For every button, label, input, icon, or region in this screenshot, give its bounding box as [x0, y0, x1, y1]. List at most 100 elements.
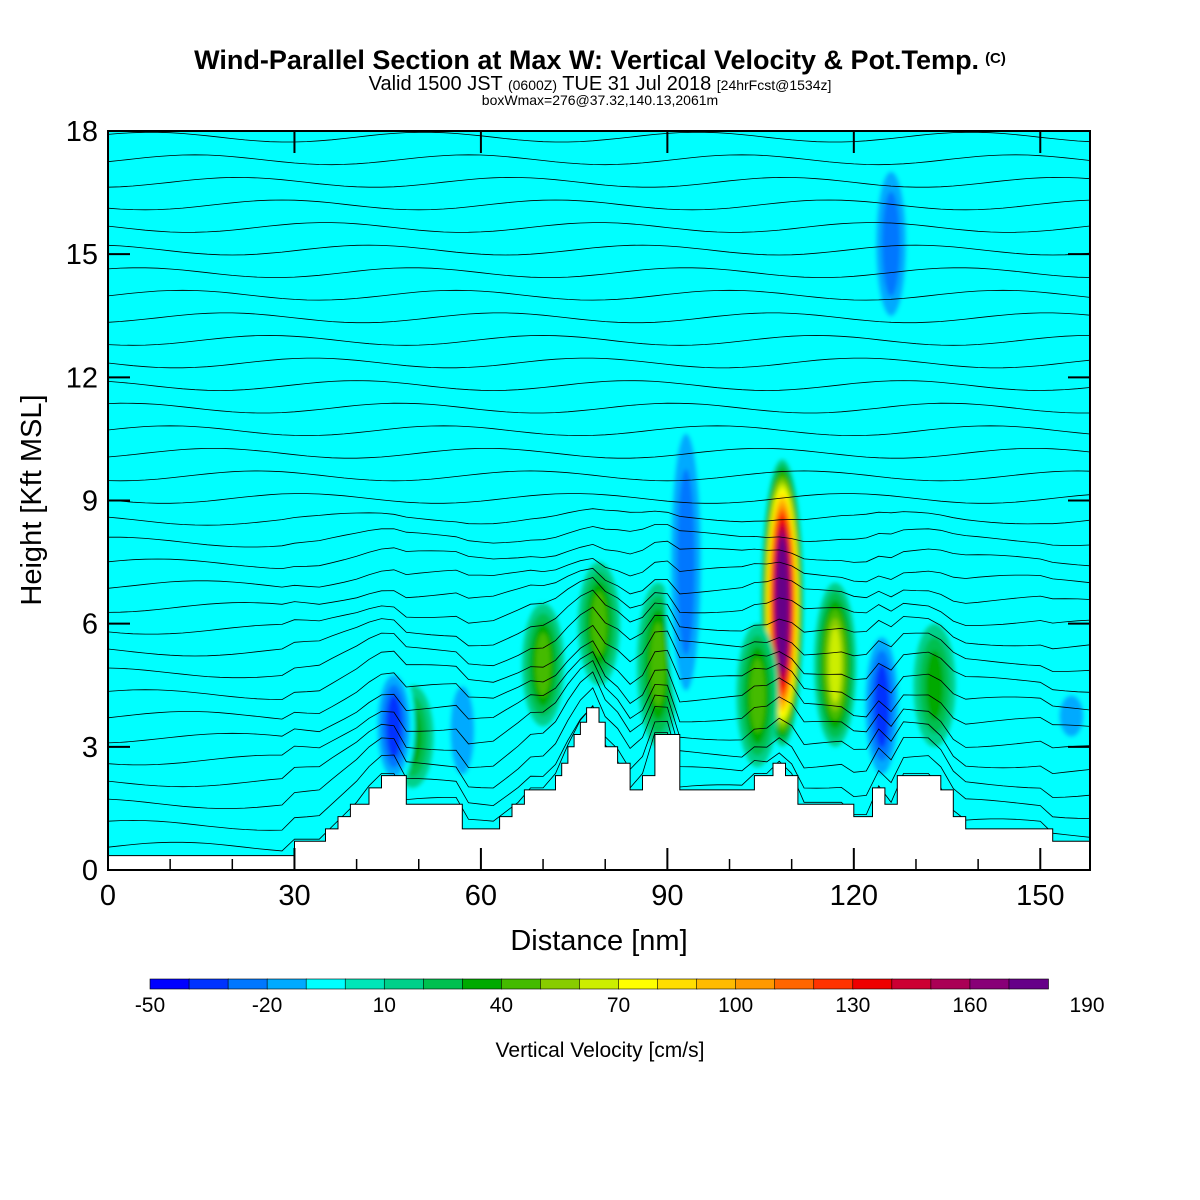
- theta-contour-line: [108, 199, 1090, 211]
- x-tick-labels: 0 30 60 90 120 150: [100, 880, 1065, 912]
- colorbar-tick-label: 160: [952, 994, 987, 1017]
- theta-contour-line: [108, 470, 1090, 482]
- colorbar-swatch: [462, 978, 503, 990]
- velocity-cell: [450, 686, 475, 775]
- colorbar-swatch: [305, 978, 347, 990]
- colorbar: [149, 978, 1049, 990]
- theta-contour-line: [108, 589, 1090, 657]
- colorbar-tick-label: 10: [373, 994, 396, 1017]
- theta-contour-line: [108, 493, 1090, 504]
- axis-ticks: [107, 130, 1090, 871]
- valid-time-line: Valid 1500 JST (0600Z) TUE 31 Jul 2018 […: [0, 73, 1200, 95]
- y-tick-label: 15: [66, 239, 98, 271]
- colorbar-tick-label: 130: [835, 994, 870, 1017]
- colorbar-tick-label: -20: [252, 994, 282, 1017]
- colorbar-swatch: [422, 978, 464, 990]
- theta-contour-line: [108, 380, 1090, 391]
- colorbar-swatch: [696, 978, 737, 990]
- forecast-info: [24hrFcst@1534z]: [716, 77, 832, 93]
- velocity-cell: [591, 592, 607, 656]
- velocity-cell: [750, 658, 765, 733]
- colorbar-swatch: [930, 978, 971, 990]
- colorbar-swatch: [266, 978, 307, 990]
- copyright-tag: (C): [985, 50, 1006, 67]
- theta-contour-line: [108, 660, 1090, 766]
- theta-contour-line: [108, 540, 1090, 570]
- x-tick-label: 120: [830, 880, 878, 912]
- velocity-cell: [677, 468, 695, 656]
- y-tick-label: 0: [82, 855, 98, 887]
- colorbar-tick-label: 100: [718, 994, 753, 1017]
- velocity-cell: [535, 633, 551, 697]
- theta-contour-line: [108, 402, 1090, 414]
- theta-contour-line: [108, 110, 1090, 120]
- terrain: [108, 707, 1090, 870]
- colorbar-swatch: [1008, 978, 1049, 990]
- x-axis-title: Distance [nm]: [510, 925, 687, 957]
- y-tick-label: 18: [66, 116, 98, 148]
- y-tick-label: 12: [66, 362, 98, 394]
- theta-contours: [108, 110, 1090, 852]
- x-tick-label: 90: [651, 880, 683, 912]
- theta-contour-line: [108, 577, 1090, 635]
- colorbar-swatch: [501, 978, 542, 990]
- colorbar-title: Vertical Velocity [cm/s]: [496, 1039, 705, 1062]
- valid-prefix: Valid 1500 JST: [368, 73, 503, 95]
- velocity-cell: [925, 650, 944, 721]
- colorbar-swatch: [149, 978, 190, 990]
- plot-area: [108, 110, 1090, 870]
- theta-contour-line: [108, 687, 1090, 809]
- colorbar-swatch: [969, 978, 1010, 990]
- colorbar-tick-label: 190: [1069, 994, 1104, 1017]
- valid-utc: (0600Z): [507, 77, 558, 93]
- velocity-cell: [1059, 695, 1084, 737]
- y-tick-labels: 0 3 6 9 12 15 18: [66, 116, 98, 887]
- valid-date: TUE 31 Jul 2018: [562, 73, 712, 95]
- x-tick-label: 150: [1016, 880, 1064, 912]
- theta-contour-line: [108, 557, 1090, 589]
- colorbar-swatch: [383, 978, 425, 990]
- colorbar-swatch: [618, 978, 659, 990]
- y-tick-label: 3: [82, 732, 98, 764]
- colorbar-tick-label: 70: [607, 994, 630, 1017]
- colorbar-swatch: [227, 978, 268, 990]
- theta-contour-line: [108, 624, 1090, 701]
- velocity-cell: [874, 663, 890, 748]
- theta-contour-line: [108, 222, 1090, 233]
- theta-contour-line: [108, 606, 1090, 679]
- colorbar-swatch: [735, 978, 776, 990]
- colorbar-swatch: [657, 978, 698, 990]
- theta-contour-line: [108, 154, 1090, 166]
- theta-contour-line: [108, 312, 1090, 324]
- theta-contour-line: [108, 267, 1090, 278]
- theta-contour-line: [108, 448, 1090, 459]
- theta-contour-line: [108, 357, 1090, 369]
- theta-contour-line: [108, 651, 1090, 744]
- chart-title-block: Wind-Parallel Section at Max W: Vertical…: [0, 44, 1200, 108]
- colorbar-swatch: [344, 978, 386, 990]
- colorbar-swatch: [852, 978, 893, 990]
- theta-contour-line: [108, 131, 1090, 143]
- theta-contour-line: [108, 524, 1090, 548]
- theta-contour-line: [108, 244, 1090, 256]
- colorbar-swatch: [891, 978, 932, 990]
- theta-contour-line: [108, 289, 1090, 301]
- velocity-cell: [778, 547, 787, 659]
- box-wmax-info: boxWmax=276@37.32,140.13,2061m: [481, 92, 719, 108]
- velocity-shading: [372, 151, 1090, 797]
- y-axis-title: Height [Kft MSL]: [16, 394, 48, 605]
- x-tick-label: 0: [100, 880, 116, 912]
- theta-contour-line: [108, 671, 1090, 788]
- colorbar-tick-label: 40: [490, 994, 513, 1017]
- theta-contour-line: [108, 335, 1090, 346]
- theta-contour-line: [108, 425, 1090, 437]
- colorbar-swatch: [540, 978, 581, 990]
- colorbar-swatch: [579, 978, 620, 990]
- chart-title: Wind-Parallel Section at Max W: Vertical…: [194, 45, 980, 75]
- velocity-cell: [829, 627, 842, 703]
- theta-contour-line: [108, 508, 1090, 526]
- colorbar-tick-label: -50: [135, 994, 165, 1017]
- theta-contour-line: [108, 567, 1090, 613]
- colorbar-labels: -50 -20 10 40 70 100 130 160 190: [135, 994, 1105, 1017]
